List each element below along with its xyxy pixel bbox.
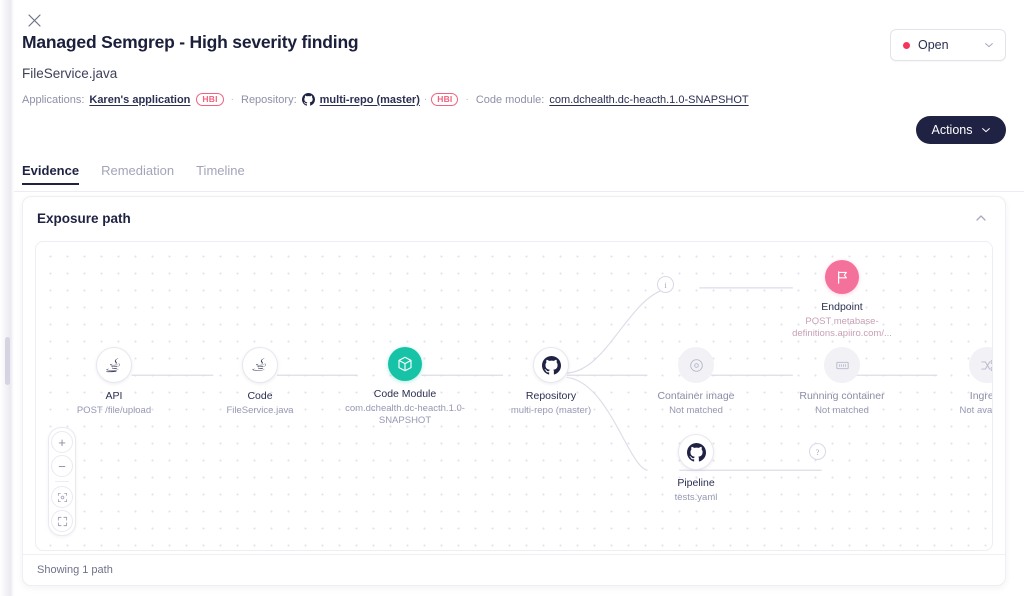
graph-node-code-module[interactable]: Code Module com.dchealth.dc-heacth.1.0-S…	[345, 347, 465, 428]
graph-node-subtitle: Not available	[959, 405, 993, 417]
graph-node-title: Code Module	[373, 388, 437, 400]
breadcrumb-separator-2: ·	[423, 94, 428, 105]
exposure-path-graph[interactable]: API POST /file/upload Code FileServi	[35, 241, 993, 551]
exposure-path-title: Exposure path	[37, 210, 131, 226]
graph-node-repository[interactable]: Repository multi-repo (master)	[491, 347, 611, 417]
tab-remediation[interactable]: Remediation	[101, 163, 175, 178]
repository-hbi-badge: HBI	[431, 93, 459, 106]
graph-node-title: Repository	[525, 390, 577, 402]
actions-button-label: Actions	[931, 123, 973, 137]
page-title: Managed Semgrep - High severity finding	[22, 32, 359, 52]
chevron-down-icon	[985, 43, 993, 48]
graph-node-ingress[interactable]: Ingress Not available	[927, 347, 993, 417]
chevron-up-icon[interactable]	[973, 210, 989, 226]
tab-evidence[interactable]: Evidence	[22, 163, 80, 185]
exposure-path-header: Exposure path	[23, 197, 1005, 239]
tab-timeline[interactable]: Timeline	[196, 163, 245, 178]
graph-node-subtitle: POST /file/upload	[76, 405, 152, 417]
java-icon	[242, 347, 278, 383]
graph-zoom-controls: + −	[48, 427, 76, 536]
applications-label: Applications:	[22, 93, 85, 106]
java-icon	[96, 347, 132, 383]
finding-file-name: FileService.java	[22, 66, 118, 81]
graph-node-subtitle: multi-repo (master)	[510, 405, 592, 417]
graph-node-subtitle: POST metabase-definitions.apiiro.com/...	[792, 316, 892, 340]
chevron-down-icon	[981, 128, 990, 133]
code-module-link[interactable]: com.dchealth.dc-heacth.1.0-SNAPSHOT	[549, 93, 749, 106]
zoom-in-button[interactable]: +	[51, 431, 73, 453]
github-icon	[533, 347, 569, 383]
exposure-path-card: Exposure path	[22, 196, 1006, 586]
graph-node-title: Code	[247, 390, 273, 402]
repository-label: Repository:	[241, 93, 297, 106]
tab-bar-divider	[14, 191, 1024, 192]
exposure-path-footer: Showing 1 path	[23, 554, 1005, 585]
status-badge: Open	[918, 38, 949, 52]
graph-node-title: Ingress	[969, 390, 993, 402]
fullscreen-button[interactable]	[51, 510, 73, 532]
tab-bar: Evidence Remediation Timeline	[14, 163, 1024, 189]
close-icon[interactable]	[22, 8, 46, 32]
status-dot	[903, 41, 910, 49]
graph-node-container-image[interactable]: Container image Not matched	[636, 347, 756, 417]
repository-link[interactable]: multi-repo (master)	[319, 93, 420, 106]
breadcrumb-separator-3: ·	[465, 94, 469, 105]
fit-view-button[interactable]	[51, 486, 73, 508]
status-dropdown[interactable]: Open	[890, 29, 1006, 61]
shuffle-icon	[969, 347, 992, 383]
graph-node-title: Pipeline	[677, 477, 715, 489]
graph-node-title: API	[105, 390, 123, 402]
graph-node-subtitle: com.dchealth.dc-heacth.1.0-SNAPSHOT	[345, 403, 465, 427]
zoom-controls-divider	[55, 481, 69, 482]
application-hbi-badge: HBI	[196, 93, 224, 106]
graph-node-pipeline[interactable]: Pipeline tests.yaml	[636, 434, 756, 504]
code-module-label: Code module:	[475, 93, 545, 106]
disc-icon	[678, 347, 714, 383]
graph-node-api[interactable]: API POST /file/upload	[54, 347, 174, 417]
graph-edges	[131, 287, 938, 471]
graph-node-subtitle: FileService.java	[226, 405, 294, 417]
github-icon	[678, 434, 714, 470]
graph-node-title: Endpoint	[821, 301, 863, 313]
zoom-out-button[interactable]: −	[51, 455, 73, 477]
graph-node-code[interactable]: Code FileService.java	[200, 347, 320, 417]
graph-node-subtitle: Not matched	[669, 405, 723, 417]
path-count-label: Showing 1 path	[37, 564, 113, 576]
graph-node-title: Container image	[657, 390, 735, 402]
page-scrollbar-thumb[interactable]	[5, 337, 10, 385]
flag-icon	[825, 260, 859, 294]
graph-node-subtitle: Not matched	[815, 405, 869, 417]
application-link[interactable]: Karen's application	[89, 93, 191, 106]
breadcrumb-separator: ·	[230, 94, 234, 105]
graph-node-endpoint[interactable]: Endpoint POST metabase-definitions.apiir…	[782, 260, 902, 341]
edge-info-badge-endpoint[interactable]: i	[657, 276, 674, 293]
actions-button[interactable]: Actions	[916, 116, 1006, 144]
container-icon	[824, 347, 860, 383]
breadcrumb: Applications: Karen's application HBI · …	[22, 93, 749, 106]
github-icon	[301, 93, 315, 106]
page-scrollbar[interactable]	[0, 0, 14, 596]
finding-detail-panel: Managed Semgrep - High severity finding …	[14, 0, 1024, 596]
edge-info-badge-pipeline[interactable]: ?	[809, 443, 826, 460]
graph-node-running-container[interactable]: Running container Not matched	[782, 347, 902, 417]
graph-node-title: Running container	[799, 390, 885, 402]
package-icon	[388, 347, 422, 381]
graph-node-subtitle: tests.yaml	[674, 492, 718, 504]
